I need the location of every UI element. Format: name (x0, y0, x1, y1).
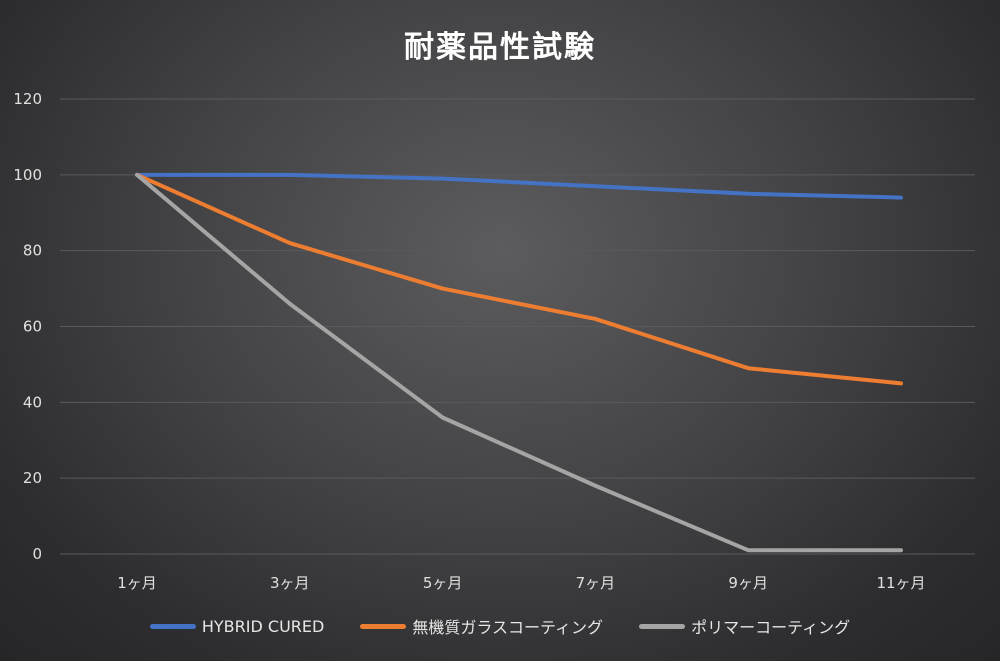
legend-label: 無機質ガラスコーティング (412, 618, 604, 637)
legend-swatch (639, 623, 686, 629)
y-tick-label: 80 (23, 242, 42, 260)
x-tick-label: 11ヶ月 (876, 574, 925, 592)
y-tick-label: 40 (23, 393, 42, 411)
x-tick-label: 1ヶ月 (117, 574, 157, 592)
y-tick-label: 100 (13, 166, 42, 184)
series-line (135, 172, 903, 386)
chart-legend: HYBRID CURED 無機質ガラスコーティング ポリマーコーティング (0, 614, 1000, 638)
legend-item: ポリマーコーティング (639, 614, 850, 638)
y-tick-label: 60 (23, 318, 42, 336)
legend-label: HYBRID CURED (201, 616, 325, 636)
x-tick-label: 7ヶ月 (576, 574, 616, 592)
x-tick-label: 3ヶ月 (270, 574, 310, 592)
series-line (135, 172, 903, 553)
y-tick-label: 20 (23, 469, 42, 487)
x-tick-label: 9ヶ月 (728, 574, 768, 592)
x-tick-label: 5ヶ月 (423, 574, 463, 592)
series-line (135, 172, 903, 200)
legend-item: HYBRID CURED (149, 614, 325, 638)
y-tick-label: 0 (32, 545, 42, 563)
legend-swatch (360, 623, 407, 629)
legend-label: ポリマーコーティング (691, 618, 851, 637)
chart-title: 耐薬品性試験 (404, 30, 596, 65)
legend-item: 無機質ガラスコーティング (360, 614, 603, 638)
y-tick-label: 120 (13, 90, 42, 108)
legend-swatch (149, 623, 196, 629)
